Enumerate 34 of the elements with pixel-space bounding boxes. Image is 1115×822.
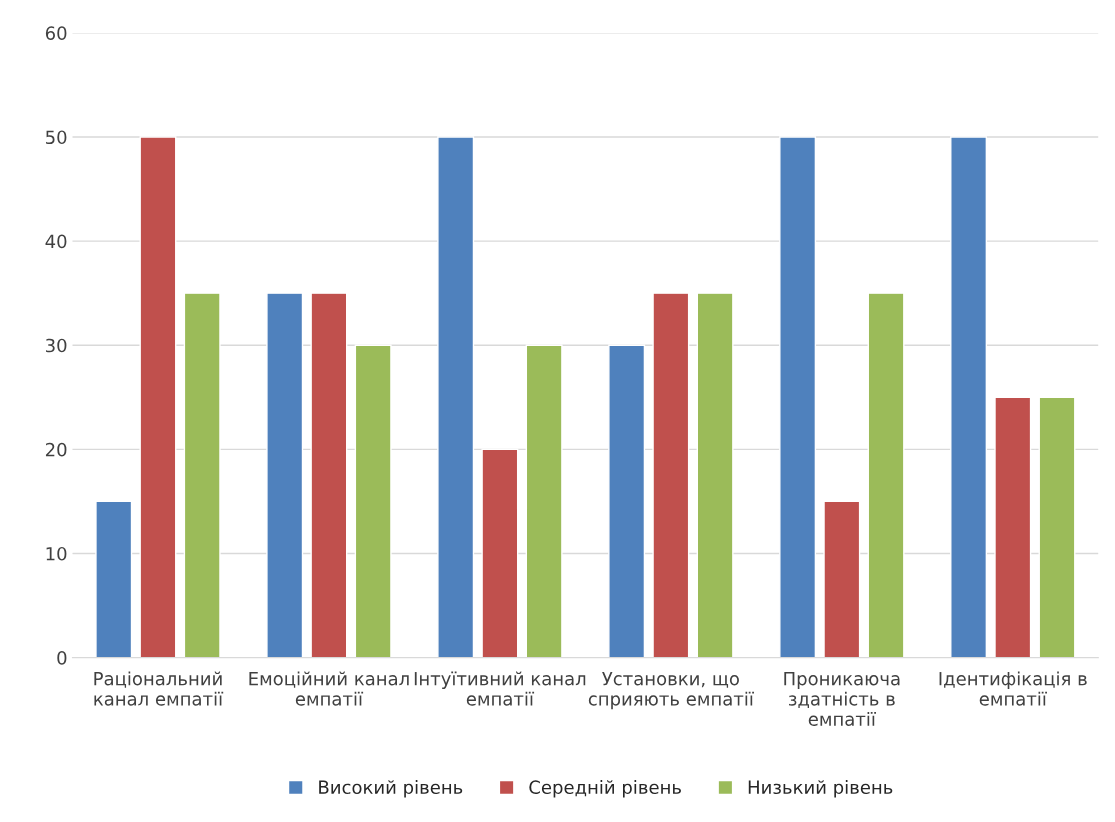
y-tick-label: 30 (46, 338, 67, 353)
y-tick-label: 20 (45, 442, 67, 457)
bar (95, 500, 133, 658)
bar (139, 136, 177, 658)
bar (994, 396, 1032, 658)
x-tick-label: Установки, що сприяють емпатії (588, 672, 754, 710)
bar (1038, 396, 1076, 658)
legend-label: Низький рівень (748, 780, 893, 798)
y-tick-label: 60 (45, 26, 67, 40)
bar (867, 292, 905, 658)
bar (481, 448, 519, 658)
x-tick-label: Емоційний канал емпатії (249, 671, 409, 706)
bar (525, 344, 563, 658)
legend-label: Високий рівень (319, 780, 463, 798)
bar (779, 136, 817, 658)
y-tick-label: 0 (57, 651, 67, 665)
bar (696, 292, 734, 658)
bar (950, 136, 988, 658)
bar (823, 500, 861, 658)
x-tick-label: Інтуїтивний канал емпатії (414, 671, 586, 706)
bar (354, 344, 392, 658)
bar (652, 292, 690, 658)
bar (437, 136, 475, 658)
y-tick-label: 40 (45, 234, 67, 249)
y-tick-label: 50 (46, 130, 67, 145)
bar (310, 292, 348, 658)
bar (266, 292, 304, 658)
x-tick-label: Раціональний канал емпатії (94, 671, 224, 706)
legend-label: Середній рівень (529, 780, 681, 798)
bar (183, 292, 221, 658)
x-tick-label: Ідентифікація в емпатії (939, 671, 1087, 706)
y-tick-label: 10 (46, 546, 67, 561)
x-tick-label: Проникаюча здатність в емпатії (784, 672, 900, 726)
bar (608, 344, 646, 658)
